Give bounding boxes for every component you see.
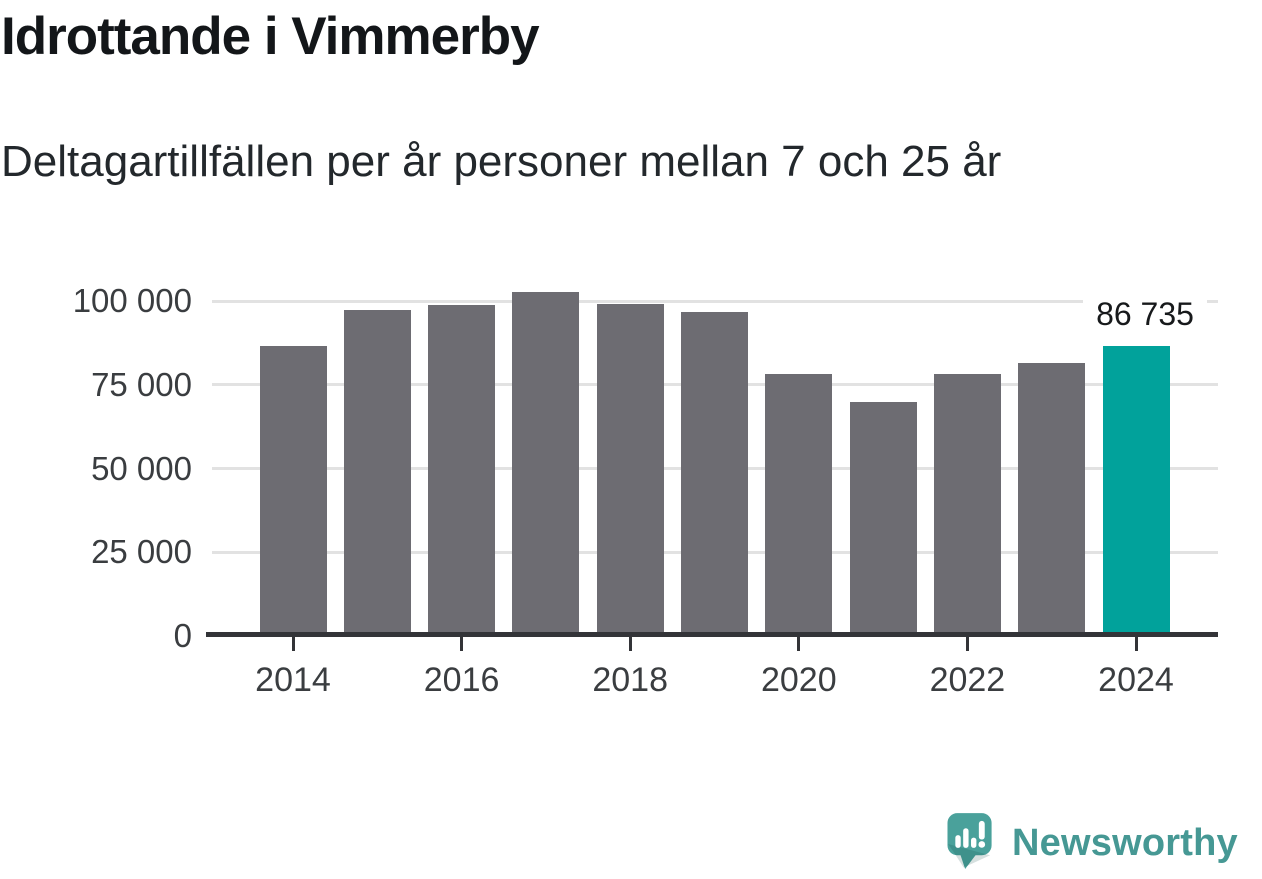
x-axis-label-2024: 2024: [1098, 661, 1174, 699]
x-axis-label-2014: 2014: [255, 661, 331, 699]
y-axis-label-50000: 50 000: [91, 449, 192, 487]
x-axis-label-2022: 2022: [929, 661, 1006, 699]
bar-2021: [849, 401, 917, 636]
bar-2020: [765, 374, 833, 636]
y-axis-label-0: 0: [173, 617, 192, 654]
highlight-value-label: 86 735: [1083, 297, 1207, 331]
gridline-100000: [212, 299, 1218, 303]
x-axis-label-2018: 2018: [592, 661, 668, 699]
bar-2015: [343, 310, 411, 636]
x-axis-label-2016: 2016: [423, 661, 500, 699]
brand-footer: Newsworthy: [947, 812, 1238, 872]
y-axis-label-100000: 100 000: [72, 282, 192, 320]
bar-2017: [512, 292, 580, 636]
x-axis-tick-2016: [460, 637, 464, 651]
x-axis-label-2020: 2020: [760, 661, 837, 699]
x-axis-line: [206, 632, 1218, 637]
x-axis-tick-2014: [291, 637, 295, 651]
newsworthy-logo-icon: [947, 813, 992, 869]
y-axis-label-75000: 75 000: [91, 365, 192, 403]
brand-name: Newsworthy: [1012, 822, 1238, 864]
bar-2019: [681, 312, 748, 636]
chart-subtitle: Deltagartillfällen per år personer mella…: [1, 137, 1002, 186]
x-axis-tick-2020: [797, 637, 801, 651]
y-axis-label-25000: 25 000: [91, 533, 192, 571]
bar-2022: [933, 374, 1001, 636]
bar-2016: [428, 304, 496, 636]
bar-2014: [259, 346, 327, 636]
x-axis-tick-2022: [965, 637, 969, 651]
x-axis-tick-2024: [1134, 637, 1138, 651]
bar-2024: [1102, 345, 1170, 636]
x-axis-tick-2018: [628, 637, 632, 651]
bar-2018: [596, 303, 664, 636]
chart-title: Idrottande i Vimmerby: [1, 7, 540, 66]
bar-2023: [1018, 363, 1086, 636]
